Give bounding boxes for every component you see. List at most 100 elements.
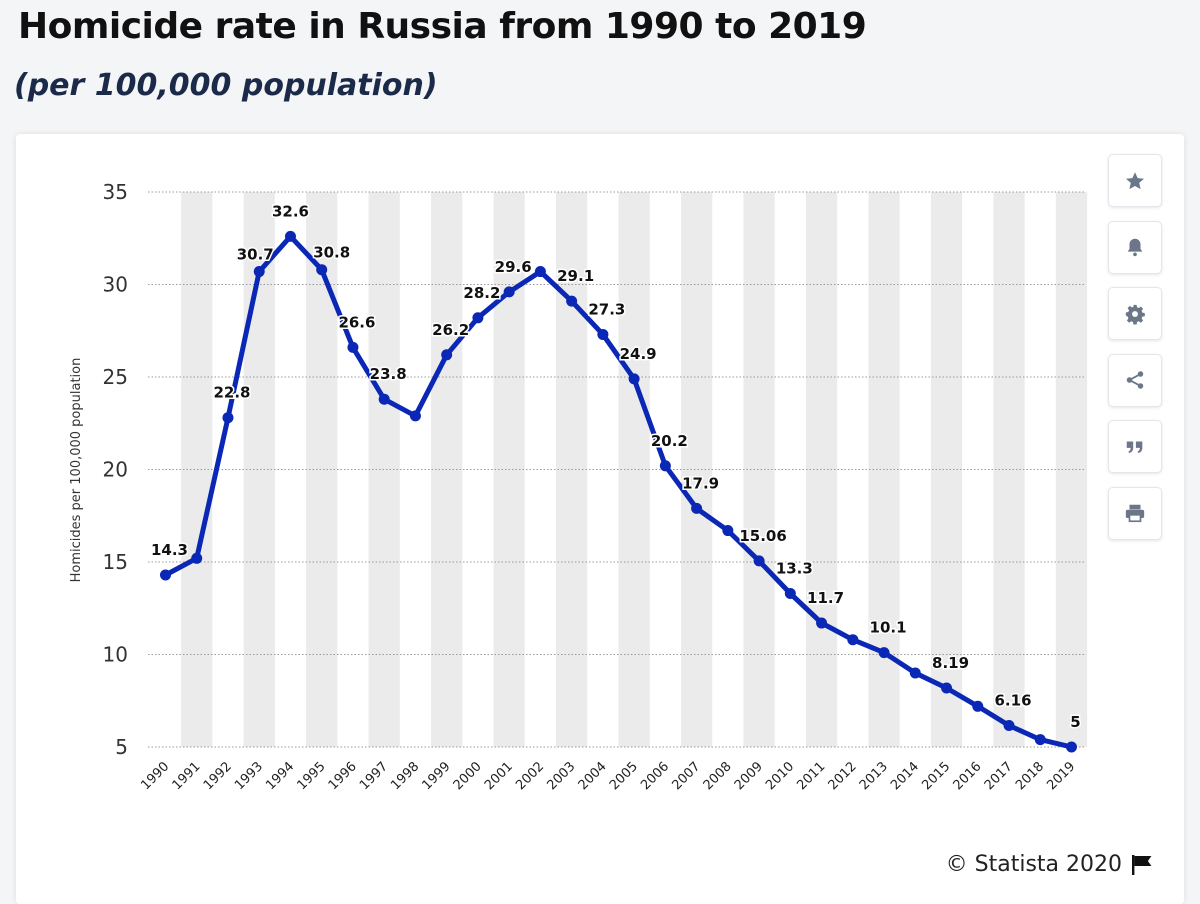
cite-button[interactable] — [1108, 420, 1162, 473]
x-tick-label: 2018 — [1013, 759, 1047, 793]
points — [160, 230, 1077, 753]
x-tick-label: 2007 — [669, 759, 703, 793]
x-tick-label: 2009 — [732, 759, 766, 793]
data-point — [409, 410, 421, 422]
credit-text: © Statista 2020 — [945, 852, 1122, 877]
data-point — [659, 460, 671, 472]
data-point — [316, 264, 328, 276]
x-tick-label: 2013 — [857, 759, 891, 793]
y-tick-label: 15 — [103, 550, 128, 574]
settings-button[interactable] — [1108, 287, 1162, 340]
data-point — [878, 647, 890, 659]
data-point — [941, 682, 953, 694]
data-label: 28.2 — [463, 284, 500, 302]
data-label: 13.3 — [776, 559, 813, 577]
y-axis-label: Homicides per 100,000 population — [69, 358, 84, 583]
x-tick-label: 2012 — [826, 759, 860, 793]
y-tick-label: 25 — [103, 365, 128, 389]
data-point — [753, 555, 765, 567]
y-tick-label: 10 — [103, 643, 128, 667]
data-point — [784, 587, 796, 599]
share-button[interactable] — [1108, 353, 1162, 407]
share-icon — [1126, 371, 1144, 389]
data-label: 29.1 — [557, 267, 594, 285]
data-point — [722, 525, 734, 537]
data-label: 11.7 — [807, 589, 844, 607]
data-point — [972, 700, 984, 712]
flag-icon[interactable] — [1130, 854, 1154, 876]
stripe — [618, 192, 650, 747]
stripe — [181, 192, 213, 747]
data-point — [566, 295, 578, 307]
print-button[interactable] — [1108, 486, 1162, 540]
data-label: 23.8 — [370, 365, 407, 383]
data-label: 5 — [1070, 713, 1080, 731]
bell-icon — [1127, 238, 1143, 257]
data-label: 27.3 — [588, 300, 625, 318]
notification-button[interactable] — [1108, 220, 1162, 274]
data-label: 26.6 — [338, 313, 375, 331]
favorite-button[interactable] — [1108, 154, 1162, 207]
print-icon — [1125, 504, 1145, 523]
x-tick-label: 2006 — [638, 759, 672, 793]
x-tick-label: 2000 — [451, 759, 485, 793]
data-label: 14.3 — [151, 541, 188, 559]
data-label: 22.8 — [213, 384, 250, 402]
x-tick-label: 2004 — [576, 759, 610, 793]
x-tick-label: 1990 — [138, 759, 172, 793]
x-tick-label: 2017 — [982, 759, 1016, 793]
stripe — [743, 192, 775, 747]
y-tick-label: 20 — [103, 458, 128, 482]
x-tick-label: 2016 — [951, 759, 985, 793]
x-tick-label: 1998 — [388, 759, 422, 793]
side-toolbar — [1108, 154, 1164, 553]
series-line — [163, 233, 1074, 750]
stripe — [306, 192, 338, 747]
data-point — [347, 341, 359, 353]
data-point — [472, 312, 484, 324]
x-tick-label: 1997 — [357, 759, 391, 793]
x-tick-label: 1996 — [326, 759, 360, 793]
source-credit[interactable]: © Statista 2020 — [946, 852, 1154, 877]
x-tick-label: 2015 — [919, 759, 953, 793]
series — [163, 233, 1074, 750]
x-tick-label: 2008 — [701, 759, 735, 793]
x-tick-label: 2002 — [513, 759, 547, 793]
data-label: 20.2 — [651, 432, 688, 450]
y-tick-label: 30 — [103, 273, 128, 297]
x-tick-labels: 1990199119921993199419951996199719981999… — [138, 759, 1078, 793]
data-label: 17.9 — [682, 474, 719, 492]
x-tick-label: 2019 — [1044, 759, 1078, 793]
data-point — [909, 667, 921, 679]
data-point — [1034, 734, 1046, 746]
data-point — [253, 266, 265, 278]
page-subtitle: (per 100,000 population) — [14, 68, 438, 103]
data-label: 32.6 — [272, 202, 309, 220]
x-tick-label: 1994 — [263, 759, 297, 793]
data-point — [847, 634, 859, 646]
data-label: 15.06 — [739, 527, 786, 545]
x-tick-label: 2003 — [544, 759, 578, 793]
data-point — [628, 373, 640, 385]
stripe — [1055, 192, 1088, 747]
stripe — [368, 192, 400, 747]
x-tick-label: 1991 — [170, 759, 204, 793]
data-label: 29.6 — [495, 258, 532, 276]
x-tick-label: 2001 — [482, 759, 516, 793]
data-point — [503, 286, 515, 298]
data-point — [160, 569, 171, 581]
data-point — [191, 552, 203, 564]
y-tick-label: 5 — [115, 735, 128, 759]
stripe — [680, 192, 713, 747]
data-point — [534, 266, 546, 278]
x-tick-label: 2014 — [888, 759, 922, 793]
data-label: 30.7 — [237, 246, 274, 264]
data-point — [222, 412, 234, 424]
x-tick-label: 2011 — [794, 759, 828, 793]
y-tick-label: 35 — [103, 180, 128, 204]
data-label: 30.8 — [313, 244, 350, 262]
x-tick-label: 1992 — [201, 759, 235, 793]
data-label: 6.16 — [995, 692, 1032, 710]
stripe — [243, 192, 275, 747]
